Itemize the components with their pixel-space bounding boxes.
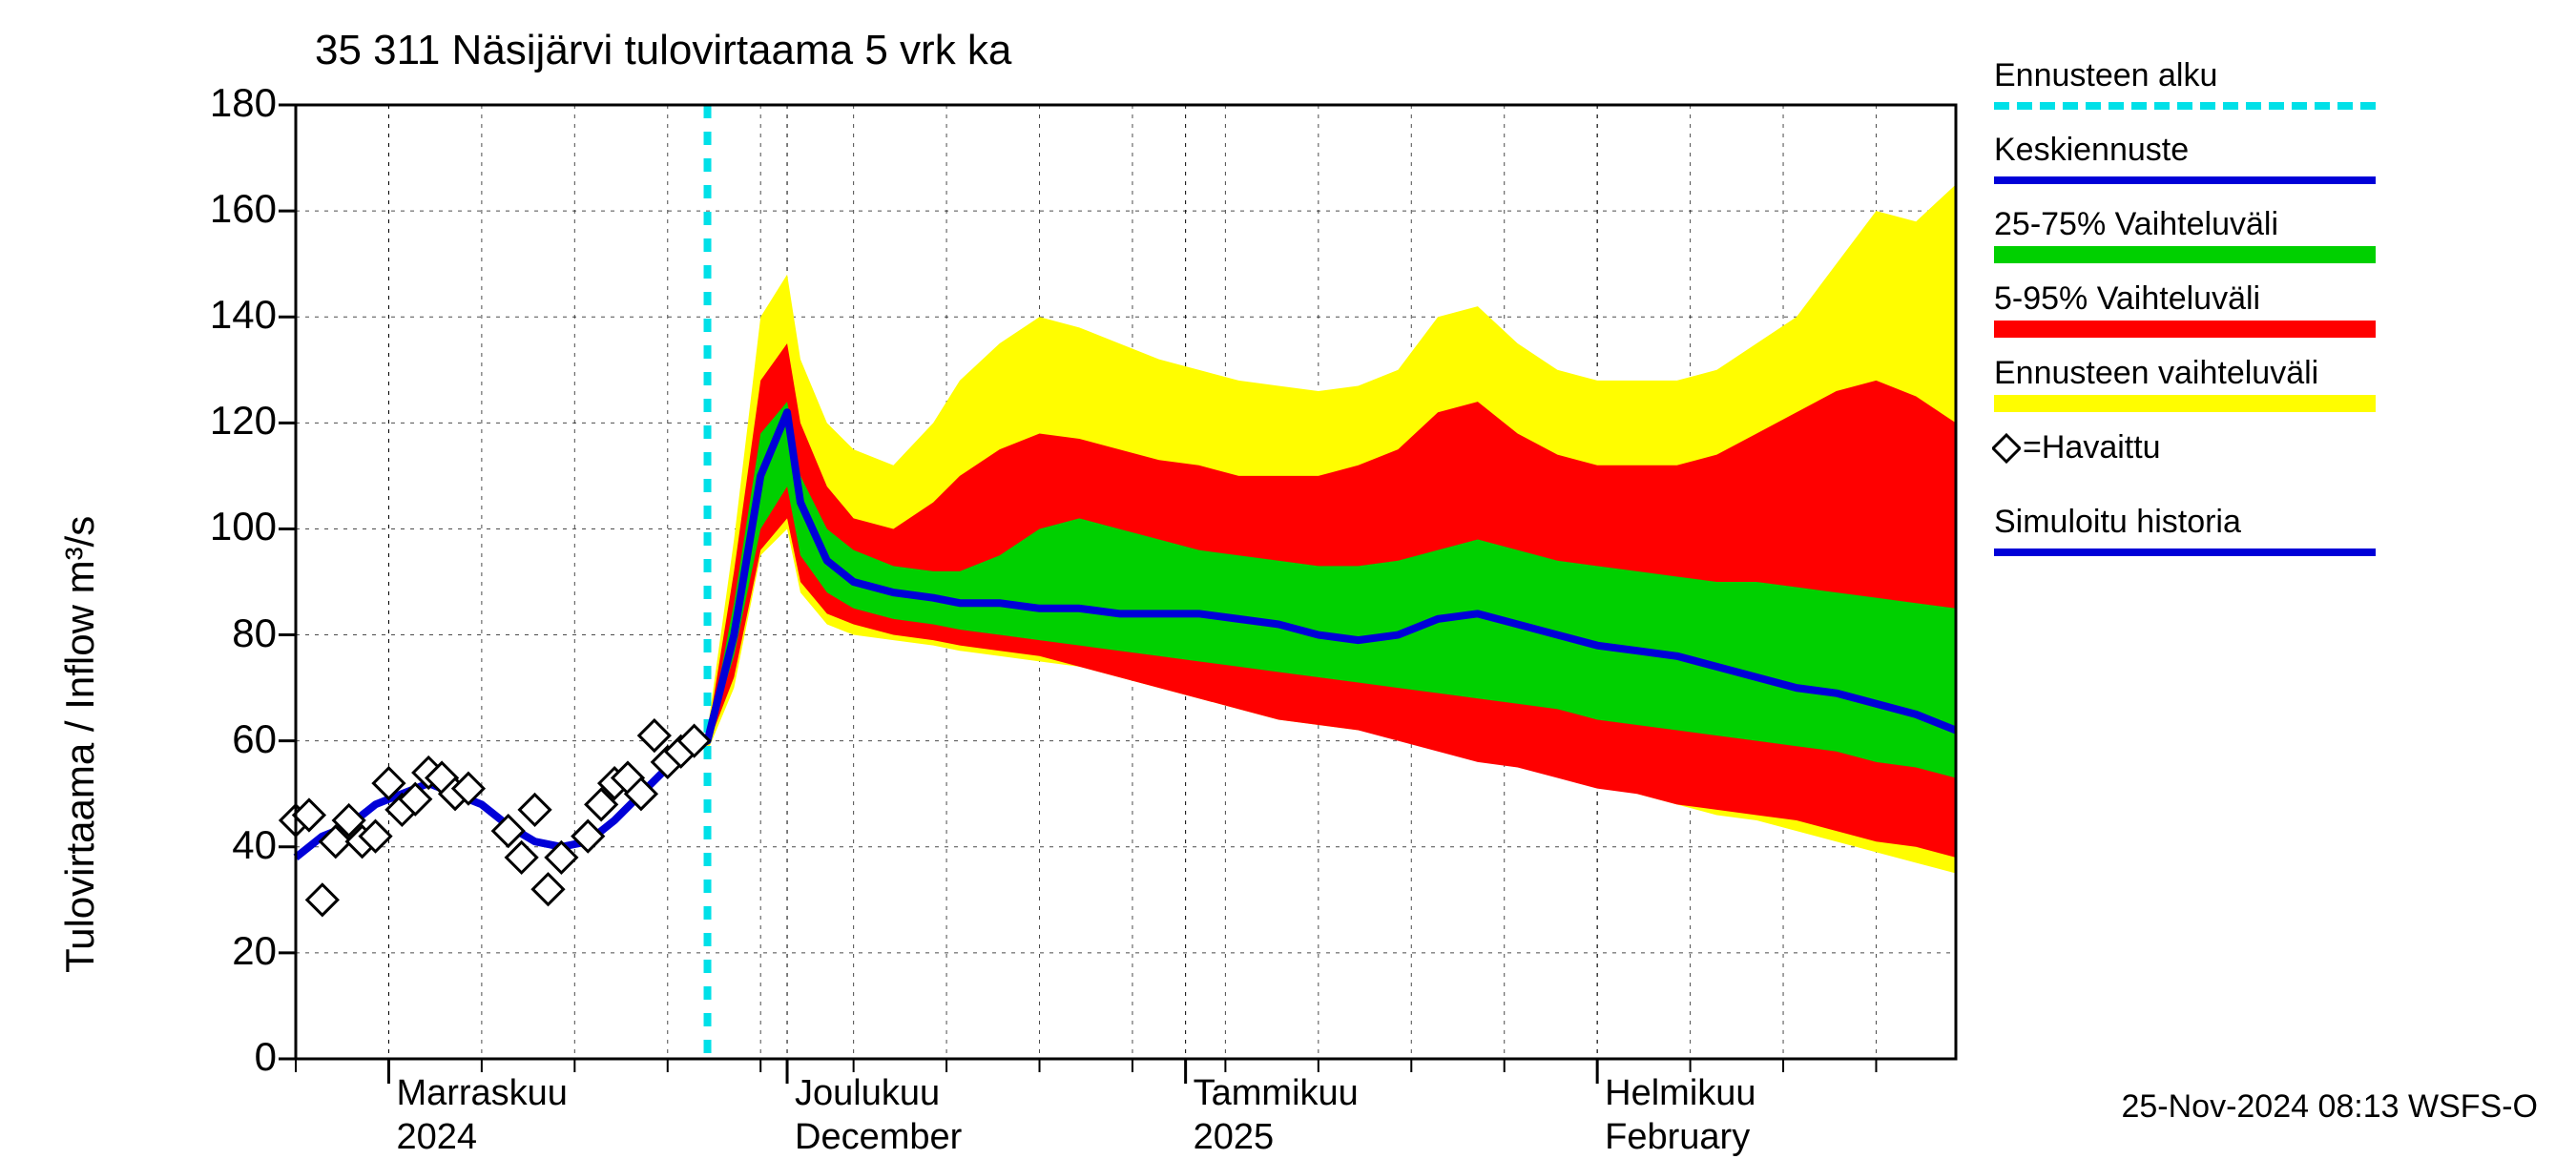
x-tick-label: HelmikuuFebruary (1605, 1072, 1755, 1159)
y-tick-label: 100 (162, 504, 277, 549)
legend-diamond-icon (1992, 429, 2021, 467)
legend-line (1994, 548, 2376, 556)
legend-swatch (1994, 246, 2376, 263)
chart-container: 35 311 Näsijärvi tulovirtaama 5 vrk ka T… (0, 0, 2576, 1145)
legend-line (1994, 176, 2376, 184)
chart-footer: 25-Nov-2024 08:13 WSFS-O (2121, 1088, 2538, 1126)
x-tick-label: Tammikuu2025 (1194, 1072, 1359, 1159)
legend-label: =Havaittu (2023, 429, 2161, 466)
y-tick-label: 80 (162, 611, 277, 656)
y-tick-label: 140 (162, 292, 277, 338)
legend-label: Simuloitu historia (1994, 504, 2241, 541)
x-tick-label: Marraskuu2024 (396, 1072, 568, 1159)
chart-svg (0, 0, 2576, 1145)
legend-label: 25-75% Vaihteluväli (1994, 206, 2278, 243)
legend-swatch (1994, 321, 2376, 338)
y-tick-label: 40 (162, 822, 277, 868)
y-tick-label: 20 (162, 928, 277, 974)
x-tick-label: JoulukuuDecember (795, 1072, 962, 1159)
legend-label: Keskiennuste (1994, 132, 2189, 169)
legend-label: Ennusteen vaihteluväli (1994, 355, 2318, 392)
y-tick-label: 120 (162, 398, 277, 444)
y-tick-label: 0 (162, 1034, 277, 1080)
y-tick-label: 160 (162, 186, 277, 232)
y-tick-label: 60 (162, 716, 277, 762)
legend-label: Ennusteen alku (1994, 57, 2217, 94)
legend-dashed-line (1994, 102, 2376, 110)
legend-swatch (1994, 395, 2376, 412)
legend-label: 5-95% Vaihteluväli (1994, 280, 2260, 318)
y-tick-label: 180 (162, 80, 277, 126)
